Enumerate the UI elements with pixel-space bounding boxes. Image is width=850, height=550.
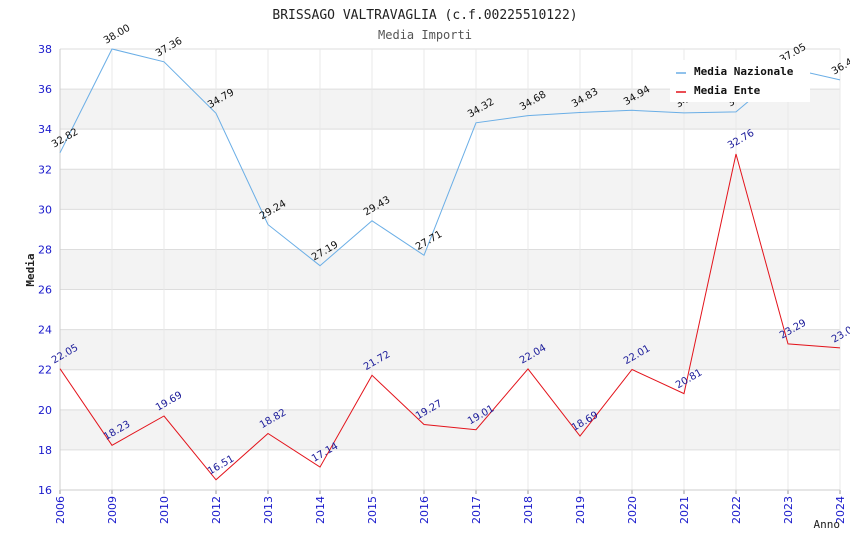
y-tick-label: 20 [38, 404, 52, 417]
x-tick-label: 2021 [678, 496, 691, 524]
y-tick-label: 26 [38, 284, 52, 297]
chart-title: BRISSAGO VALTRAVAGLIA (c.f.00225510122) [272, 8, 577, 23]
y-tick-labels: 16 18 20 22 24 26 28 30 32 34 36 38 [38, 43, 52, 497]
legend-box [670, 60, 810, 102]
x-tick-label: 2017 [470, 496, 483, 524]
x-tick-label: 2023 [782, 496, 795, 524]
grid-lines [59, 48, 841, 491]
axes [59, 49, 841, 494]
data-label-ente: 16.51 [206, 454, 236, 478]
x-axis-label: Anno [814, 518, 841, 531]
grid-band [60, 249, 840, 290]
series-lines [59, 48, 841, 481]
legend-label-ente: Media Ente [694, 84, 761, 97]
y-tick-label: 32 [38, 163, 52, 176]
y-tick-label: 36 [38, 83, 52, 96]
series-line-nazionale [59, 48, 841, 267]
y-tick-label: 38 [38, 43, 52, 56]
data-label-nazionale: 32.82 [50, 127, 80, 151]
grid-band [60, 409, 840, 450]
x-tick-label: 2018 [522, 496, 535, 524]
legend-label-nazionale: Media Nazionale [694, 65, 794, 78]
x-tick-label: 2016 [418, 496, 431, 524]
x-tick-label: 2022 [730, 496, 743, 524]
x-tick-label: 2013 [262, 496, 275, 524]
x-tick-label: 2010 [158, 496, 171, 524]
legend: Media Nazionale Media Ente [670, 60, 810, 102]
y-tick-label: 30 [38, 203, 52, 216]
y-axis-label: Media [24, 253, 37, 286]
y-tick-label: 16 [38, 484, 52, 497]
y-tick-label: 18 [38, 444, 52, 457]
x-tick-label: 2015 [366, 496, 379, 524]
x-tick-label: 2014 [314, 496, 327, 524]
x-tick-label: 2012 [210, 496, 223, 524]
x-tick-label: 2006 [54, 496, 67, 524]
y-tick-label: 24 [38, 324, 52, 337]
y-tick-label: 22 [38, 364, 52, 377]
grid-band [60, 329, 840, 370]
chart-subtitle: Media Importi [378, 28, 472, 42]
data-label-nazionale: 37.36 [154, 36, 184, 60]
y-tick-label: 28 [38, 243, 52, 256]
x-tick-label: 2009 [106, 496, 119, 524]
series-line-ente [59, 153, 841, 481]
y-tick-label: 34 [38, 123, 52, 136]
data-label-nazionale: 38.00 [102, 23, 132, 47]
x-tick-label: 2019 [574, 496, 587, 524]
x-tick-labels: 2006 2009 2010 2012 2013 2014 2015 2016 2017 2018… [54, 496, 847, 524]
x-tick-label: 2024 [834, 496, 847, 524]
grid-bands [60, 89, 840, 450]
data-label-ente: 32.76 [726, 128, 756, 152]
x-tick-label: 2020 [626, 496, 639, 524]
